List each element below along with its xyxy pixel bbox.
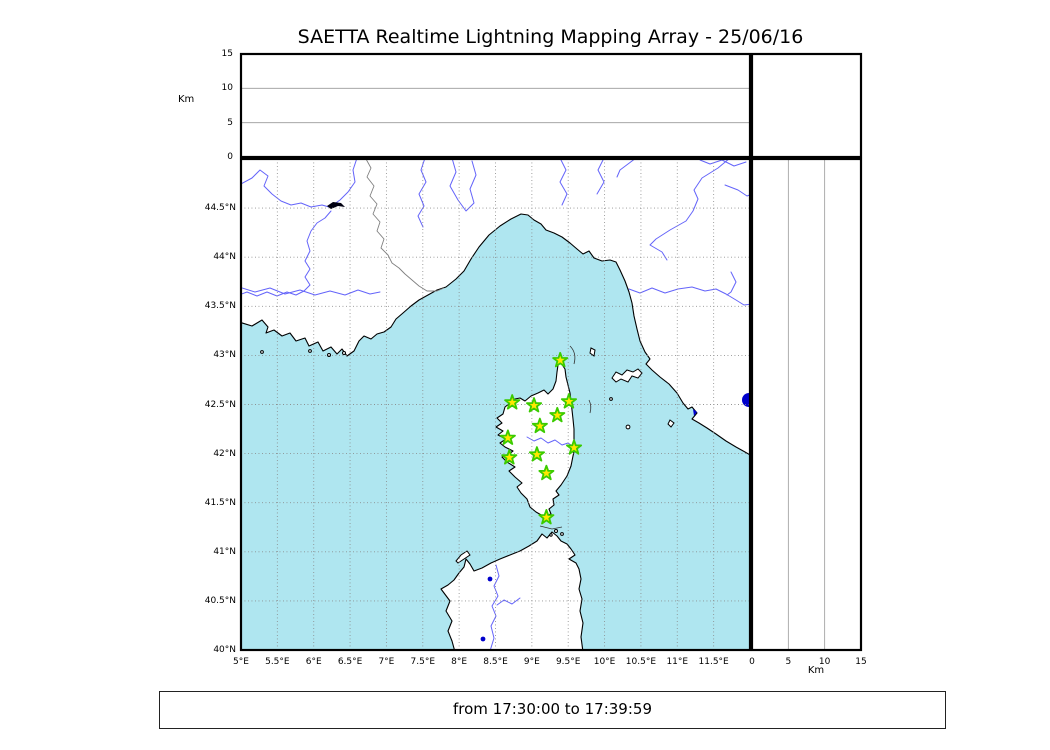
island-maddalena-3 xyxy=(549,533,553,537)
altitude-axis-label: Km xyxy=(178,94,195,105)
lon-tick-label: 7°E xyxy=(378,657,395,667)
lake-coghinas xyxy=(487,576,493,582)
isoline-bonifacio xyxy=(539,525,563,530)
coastal-marks xyxy=(539,345,592,530)
lat-tick-label: 41°N xyxy=(213,546,236,557)
page-title: SAETTA Realtime Lightning Mapping Array … xyxy=(297,26,804,48)
island-hyeres-2 xyxy=(342,351,346,355)
lat-tick-label: 44.5°N xyxy=(204,203,236,214)
island-maddalena-1 xyxy=(554,529,558,533)
lon-tick-label: 5°E xyxy=(233,657,249,667)
alt-tick-label: 15 xyxy=(221,49,233,59)
island-asinara xyxy=(455,550,471,564)
lma-station-marker xyxy=(560,393,577,409)
lat-tick-label: 44°N xyxy=(213,252,236,263)
island-giglio xyxy=(667,419,675,428)
lma-station-marker xyxy=(501,449,518,465)
alt-tick-label: 10 xyxy=(221,83,233,94)
altitude-latitude-panel-frame xyxy=(750,157,863,652)
lon-tick-label: 6°E xyxy=(305,657,322,667)
island-montecristo xyxy=(625,424,631,430)
rivers xyxy=(241,159,750,650)
island-maddalena-2 xyxy=(560,532,564,536)
dist-tick-label: 5 xyxy=(785,657,792,667)
station-markers xyxy=(499,351,583,525)
lon-tick-label: 10°E xyxy=(593,657,616,667)
lakes xyxy=(327,202,750,642)
alt-tick-label: 5 xyxy=(227,117,233,128)
lon-tick-label: 6.5°E xyxy=(337,657,363,667)
alt-tick-label: 0 xyxy=(227,152,233,162)
isoline-east-corsica xyxy=(588,399,592,414)
time-window-box: from 17:30:00 to 17:39:59 xyxy=(159,691,946,729)
panel-gridlines xyxy=(241,87,826,650)
time-window-text: from 17:30:00 to 17:39:59 xyxy=(452,700,652,718)
lon-tick-label: 5.5°E xyxy=(265,657,290,667)
lma-station-marker xyxy=(528,446,545,462)
island-marseille-1 xyxy=(260,350,264,354)
distance-axis-label: Km xyxy=(807,665,825,676)
lma-station-marker xyxy=(538,509,555,525)
island-capraia xyxy=(589,347,596,357)
lma-station-marker xyxy=(552,351,569,368)
isoline-cap-corse xyxy=(569,345,576,365)
coastline-sardinia xyxy=(440,531,584,650)
lon-tick-label: 11°E xyxy=(666,657,689,667)
lon-tick-label: 7.5°E xyxy=(410,657,436,667)
lat-tick-label: 40.5°N xyxy=(204,595,236,606)
map-panel-frame xyxy=(239,157,752,652)
island-elba xyxy=(611,368,643,383)
island-pianosa xyxy=(609,397,613,401)
lagoon-orbetello xyxy=(693,409,697,416)
panel-frames xyxy=(239,52,863,652)
lat-tick-label: 43°N xyxy=(213,350,236,361)
lat-tick-label: 42.5°N xyxy=(204,399,236,410)
lake-bolsena xyxy=(742,393,750,407)
lake-serre-poncon xyxy=(327,202,345,209)
lon-tick-label: 10.5°E xyxy=(625,657,657,667)
coastline-mainland xyxy=(241,159,750,456)
lma-station-marker xyxy=(526,397,543,413)
lon-tick-label: 9.5°E xyxy=(555,657,581,667)
map-panel xyxy=(241,159,750,650)
border-france-italy xyxy=(365,159,445,292)
country-borders xyxy=(365,159,445,292)
lma-station-marker xyxy=(504,394,521,410)
lma-station-marker xyxy=(499,429,516,445)
dist-tick-label: 0 xyxy=(749,657,755,667)
lon-tick-label: 9°E xyxy=(523,657,540,667)
island-marseille-2 xyxy=(308,349,312,353)
lma-station-marker xyxy=(549,406,566,423)
lma-station-marker xyxy=(531,417,548,434)
altitude-longitude-panel-frame xyxy=(239,52,752,159)
lake-sardinia-south xyxy=(480,636,486,642)
lat-tick-label: 40°N xyxy=(213,645,236,655)
lon-tick-label: 8.5°E xyxy=(483,657,508,667)
lat-tick-label: 43.5°N xyxy=(204,301,236,312)
dist-tick-label: 15 xyxy=(855,657,867,667)
lma-station-marker xyxy=(538,464,555,481)
dist-tick-label: 10 xyxy=(818,657,831,667)
lon-tick-label: 8°E xyxy=(451,657,468,667)
corner-panel-frame xyxy=(750,52,863,159)
lon-tick-label: 11.5°E xyxy=(698,657,729,667)
lat-tick-label: 41.5°N xyxy=(204,497,236,508)
lma-station-marker xyxy=(566,439,583,455)
lat-tick-label: 42°N xyxy=(213,448,236,459)
